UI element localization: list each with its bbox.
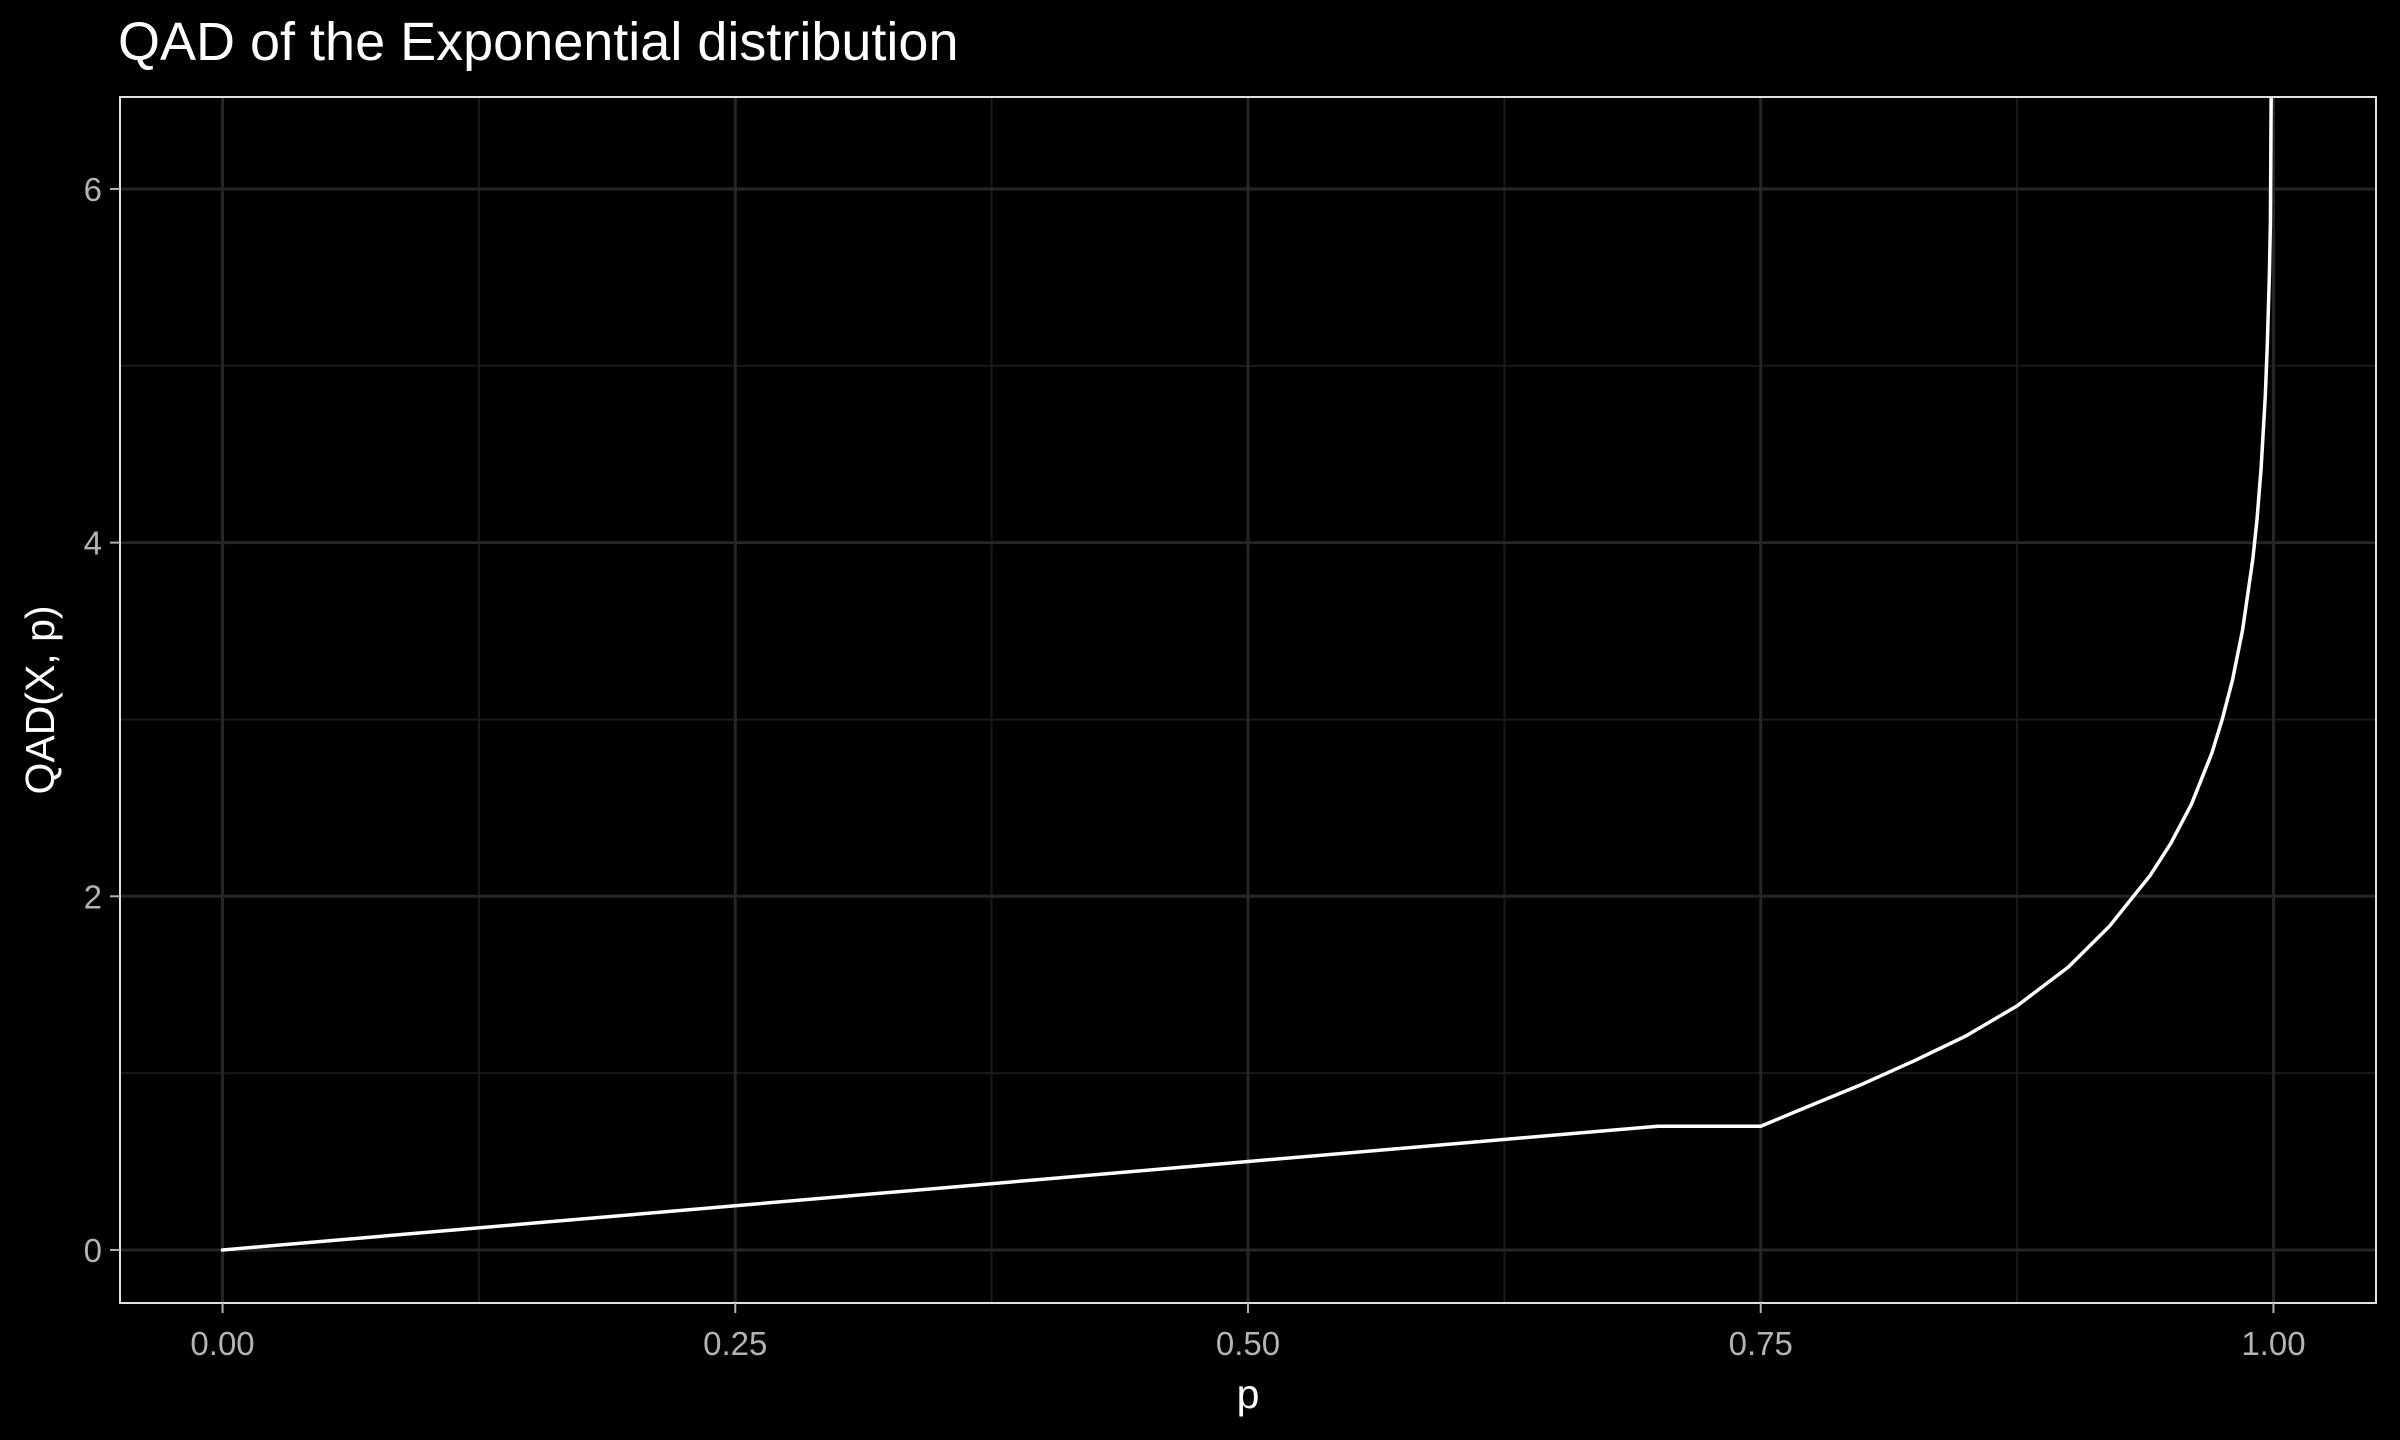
y-tick-label: 6 [84, 171, 102, 208]
x-axis-label: p [1237, 1371, 1260, 1417]
x-tick-label: 0.50 [1216, 1325, 1280, 1362]
y-axis: 0 2 4 6 [84, 171, 120, 1269]
plot-series [220, 97, 2273, 1252]
y-tick-label: 0 [84, 1232, 102, 1269]
x-tick-label: 0.00 [190, 1325, 254, 1362]
x-axis: 0.00 0.25 0.50 0.75 1.00 [190, 1303, 2306, 1362]
series-line [220, 97, 2273, 1252]
grid [120, 97, 2376, 1303]
y-axis-label: QAD(X, p) [17, 605, 63, 794]
x-tick-label: 0.75 [1729, 1325, 1793, 1362]
x-tick-label: 1.00 [2241, 1325, 2305, 1362]
y-tick-label: 2 [84, 878, 102, 915]
y-tick-label: 4 [84, 525, 102, 562]
chart-title: QAD of the Exponential distribution [118, 12, 958, 72]
x-tick-label: 0.25 [703, 1325, 767, 1362]
